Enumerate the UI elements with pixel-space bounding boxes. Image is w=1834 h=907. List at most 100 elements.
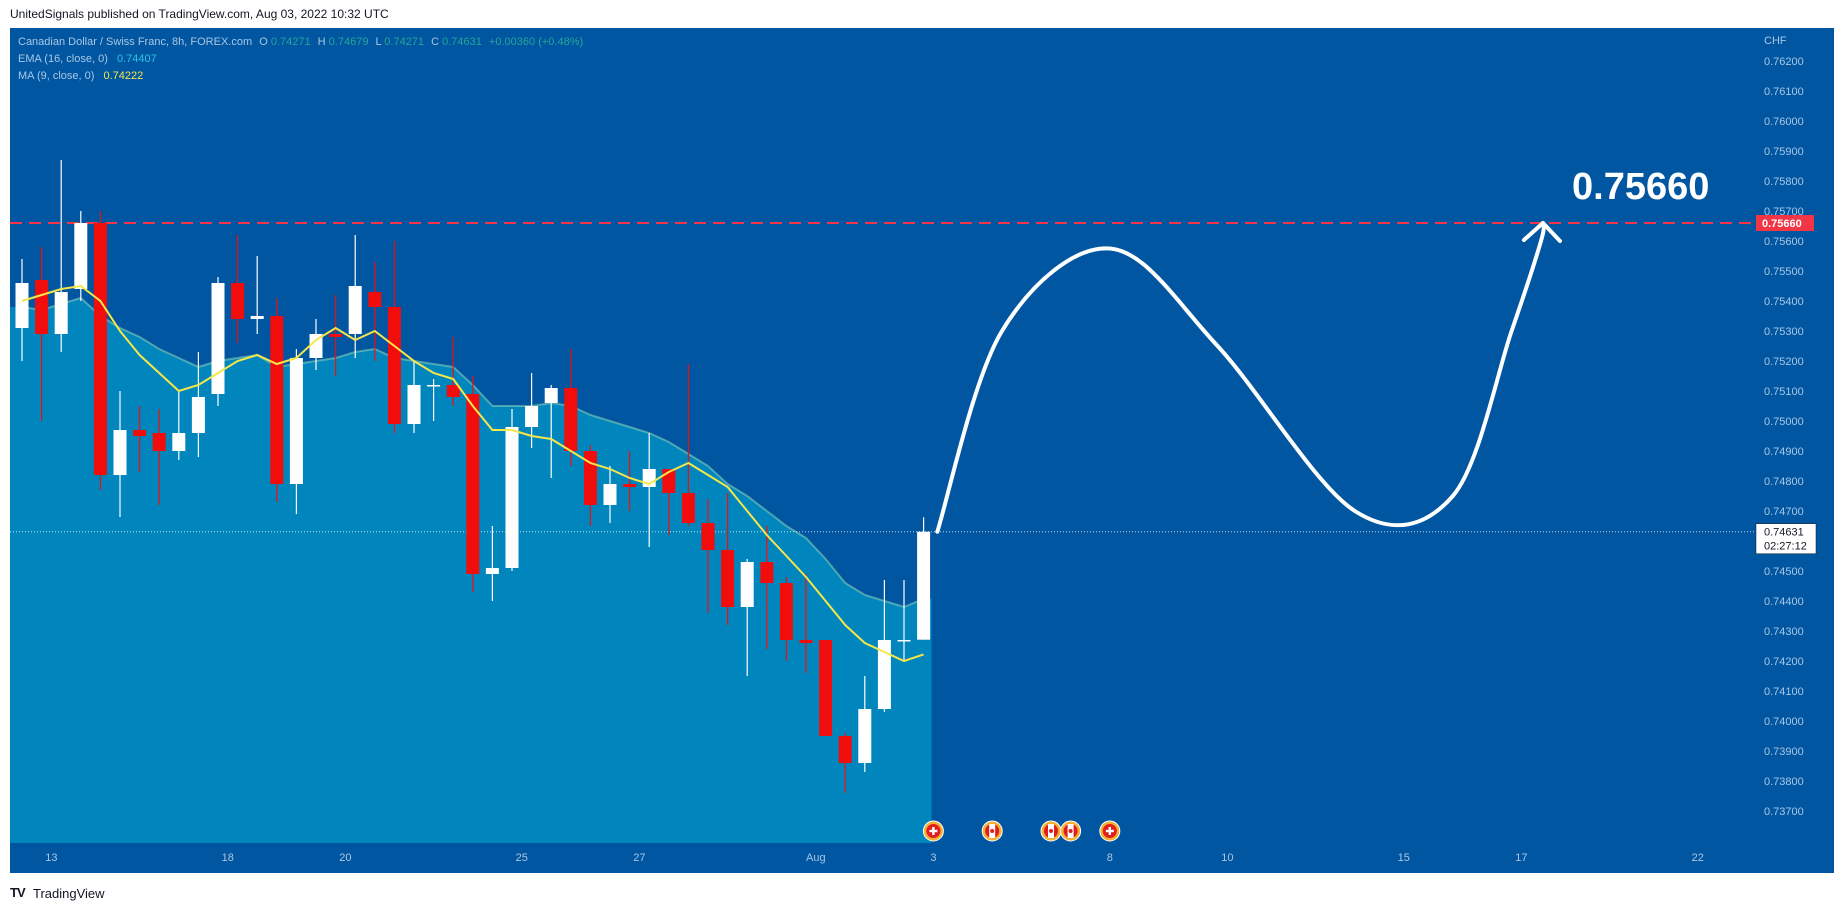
event-icon-leaf	[990, 829, 995, 833]
candle	[309, 319, 323, 370]
candle	[897, 580, 911, 661]
candle-body	[133, 430, 147, 436]
candle-body	[427, 385, 441, 387]
candle-body	[152, 433, 166, 451]
price-tick-label: 0.73800	[1764, 776, 1804, 788]
candle-body	[54, 292, 68, 334]
candle	[113, 391, 127, 517]
legend-ema-label: EMA (16, close, 0)	[18, 53, 108, 65]
economic-events[interactable]	[922, 820, 1121, 842]
candle	[544, 385, 558, 478]
legend-ma-value: 0.74222	[103, 70, 143, 82]
candle	[407, 361, 421, 433]
price-tick-label: 0.74000	[1764, 716, 1804, 728]
candle-body	[858, 709, 872, 763]
candle	[368, 262, 382, 361]
tradingview-logo-icon[interactable]: TV	[10, 885, 26, 900]
legend-high-label: H	[318, 36, 326, 48]
candle-body	[35, 280, 49, 334]
swiss-flag-icon[interactable]	[1099, 820, 1121, 842]
price-tick-label: 0.73900	[1764, 746, 1804, 758]
canada-flag-icon[interactable]	[981, 820, 1003, 842]
price-tick-label: 0.74700	[1764, 506, 1804, 518]
candle	[270, 298, 284, 502]
legend-low: 0.74271	[384, 36, 424, 48]
time-tick-label: 17	[1515, 852, 1527, 864]
candle-body	[779, 583, 793, 640]
candle-body	[466, 394, 480, 574]
time-axis-background	[10, 843, 1756, 873]
candle-body	[799, 640, 813, 643]
canada-flag-icon[interactable]	[1040, 820, 1062, 842]
candle	[917, 517, 931, 640]
target-price-tag: 0.75660	[1756, 215, 1814, 231]
candle-body	[329, 334, 343, 337]
candle-body	[231, 283, 245, 319]
candle-body	[368, 292, 382, 307]
candle-body	[211, 283, 225, 394]
candle-body	[93, 223, 107, 475]
candle	[152, 409, 166, 505]
candle	[779, 577, 793, 661]
price-tick-label: 0.75200	[1764, 356, 1804, 368]
candle-body	[191, 397, 205, 433]
currency-label: CHF	[1764, 35, 1787, 47]
current-price-tag-label: 0.74631	[1764, 527, 1804, 539]
candle	[623, 451, 637, 511]
published-text: UnitedSignals published on TradingView.c…	[10, 7, 389, 21]
ma-line	[21, 284, 924, 663]
candle	[760, 526, 774, 649]
candle-body	[505, 427, 519, 568]
candle-body	[289, 358, 303, 484]
candle-body	[603, 484, 617, 505]
canada-flag-icon[interactable]	[1060, 820, 1082, 842]
candle-body	[897, 640, 911, 642]
candle-body	[387, 307, 401, 424]
price-tick-label: 0.74200	[1764, 656, 1804, 668]
candle	[799, 574, 813, 673]
legend-symbol: Canadian Dollar / Swiss Franc, 8h, FOREX…	[18, 36, 252, 48]
candle	[15, 259, 29, 361]
time-tick-label: 13	[45, 852, 57, 864]
candle-body	[446, 385, 460, 397]
price-tick-label: 0.75100	[1764, 386, 1804, 398]
candle	[133, 406, 147, 472]
time-tick-label: 10	[1221, 852, 1233, 864]
legend-change: +0.00360 (+0.48%)	[489, 36, 583, 48]
price-tick-label: 0.74800	[1764, 476, 1804, 488]
candle	[54, 160, 68, 352]
projection-path	[935, 221, 1546, 534]
price-tick-label: 0.76100	[1764, 86, 1804, 98]
footer-brand[interactable]: TradingView	[33, 886, 105, 901]
price-tick-label: 0.74400	[1764, 596, 1804, 608]
candle-body	[407, 385, 421, 424]
time-tick-label: 27	[633, 852, 645, 864]
candle	[211, 277, 225, 406]
candle-body	[917, 531, 931, 640]
price-tick-label: 0.76000	[1764, 116, 1804, 128]
candle-body	[525, 406, 539, 427]
price-tick-label: 0.75900	[1764, 146, 1804, 158]
candle-body	[113, 430, 127, 475]
candle-body	[172, 433, 186, 451]
candle	[838, 733, 852, 793]
event-icon-leaf	[1049, 829, 1053, 833]
candle	[681, 364, 695, 526]
price-tick-label: 0.73700	[1764, 806, 1804, 818]
price-tick-label: 0.75400	[1764, 296, 1804, 308]
price-tick-label: 0.74900	[1764, 446, 1804, 458]
price-axis-background	[1756, 28, 1834, 873]
legend-high: 0.74679	[329, 36, 369, 48]
candle	[231, 235, 245, 343]
price-tick-label: 0.74100	[1764, 686, 1804, 698]
candle	[93, 211, 107, 490]
candle-body	[721, 550, 735, 607]
bar-countdown: 02:27:12	[1764, 541, 1807, 553]
event-icon-cross	[1105, 829, 1114, 833]
candle	[701, 499, 715, 613]
legend-open: 0.74271	[271, 36, 311, 48]
swiss-flag-icon[interactable]	[922, 820, 944, 842]
candle	[485, 526, 499, 601]
candle	[427, 379, 441, 421]
